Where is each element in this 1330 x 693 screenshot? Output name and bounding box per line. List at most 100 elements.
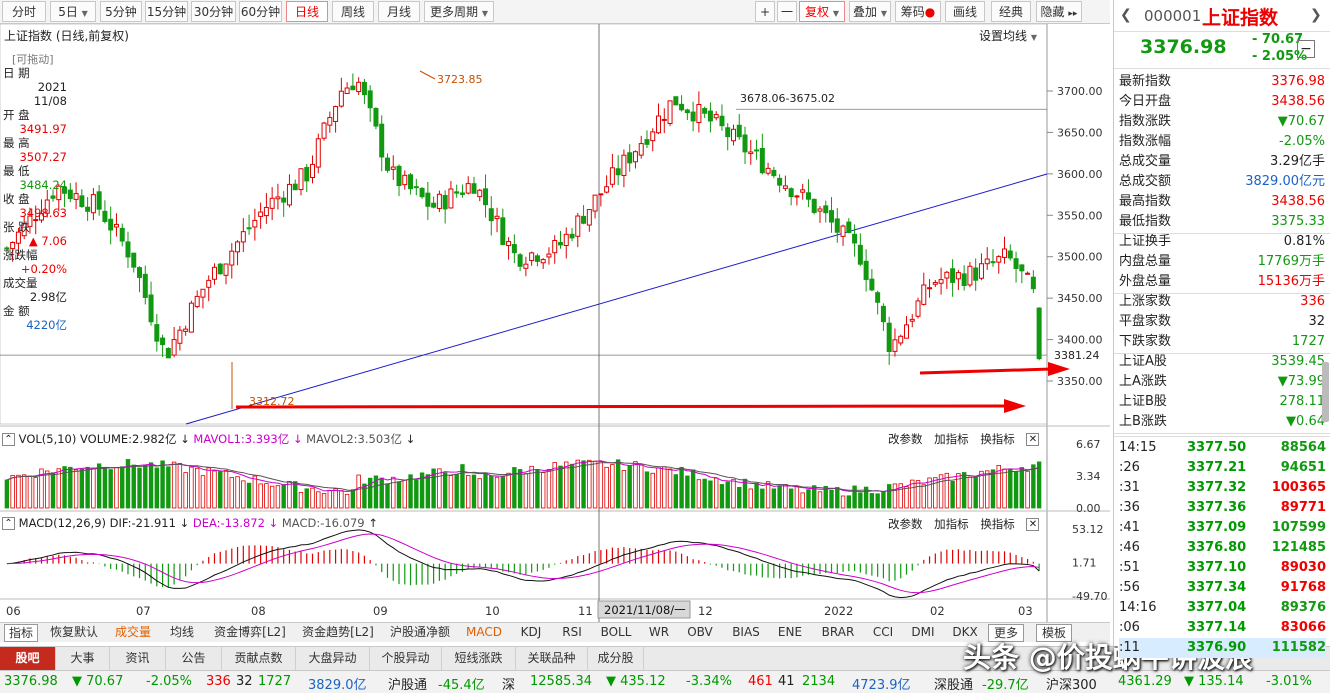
collapse-icon[interactable]: ⌃ [2,517,15,530]
tab-cci[interactable]: CCI [872,625,894,639]
tick-price: 3376.90 [1187,640,1247,655]
period-tab-more[interactable]: 更多周期 ▼ [424,1,494,22]
volume-bar [800,492,805,509]
period-tab-5min[interactable]: 5分钟 [100,1,142,22]
tick-volume: 89376 [1280,600,1326,615]
tab-fund-game[interactable]: 资金博弈[L2] [214,625,286,639]
tab-kdj[interactable]: KDJ [520,625,542,639]
adjust-rights-button[interactable]: 复权 ▼ [799,1,845,22]
tab-ma[interactable]: 均线 [169,625,194,639]
hide-button[interactable]: 隐藏 ▸▸ [1036,1,1082,22]
sh-index[interactable]: 3376.98 [4,674,58,689]
macd-axis-label: -49.70 [1072,590,1107,603]
classic-button[interactable]: 经典 [991,1,1031,22]
tab-obv[interactable]: OBV [687,625,713,639]
add-indicator-button[interactable]: 加指标 [934,517,969,531]
tab-brar[interactable]: BRAR [821,625,855,639]
period-tab-60min[interactable]: 60分钟 [239,1,282,22]
zoom-out-button[interactable]: 一 [777,1,797,22]
zoom-in-button[interactable]: + [755,1,775,22]
news-tab-forum[interactable]: 股吧 [0,647,56,670]
draw-line-button[interactable]: 画线 [945,1,985,22]
hs300-index[interactable]: 4361.29 [1118,674,1172,689]
sz-index[interactable]: 12585.34 [530,674,593,689]
candle-body [829,210,835,223]
minimize-icon[interactable]: − [1297,40,1315,58]
volume-bar [177,463,183,509]
drag-label[interactable]: [可拖动] [12,53,54,66]
quote-row: 总成交量 3.29亿手 [1119,152,1325,172]
news-tab-constituents[interactable]: 成分股 [588,647,644,670]
news-tab-stock-move[interactable]: 个股异动 [370,647,442,670]
tab-template[interactable]: 模板 [1036,624,1072,642]
candle-body [575,215,581,237]
period-tab-30min[interactable]: 30分钟 [191,1,236,22]
volume-bar [754,482,759,509]
tab-wr[interactable]: WR [648,625,670,639]
quote-row-label: 总成交量 [1119,154,1172,169]
chip-distribution-button[interactable]: 筹码● [895,1,941,22]
volume-bar [985,470,990,509]
dropdown-arrow-icon: ▼ [81,9,88,18]
chevron-left-icon[interactable]: ❮ [1120,7,1132,23]
news-tab-short-term[interactable]: 短线涨跌 [442,647,516,670]
chart-area[interactable]: 3700.00 3650.00 3600.00 3550.00 3500.00 3450.… [0,23,1110,626]
period-tab-intraday[interactable]: 分时 [2,1,46,22]
sz-label: 深 [502,678,516,693]
candle-body [569,233,575,239]
period-tab-5day[interactable]: 5日 ▼ [50,1,96,22]
news-tab-info[interactable]: 资讯 [110,647,166,670]
tab-fund-trend[interactable]: 资金趋势[L2] [302,625,374,639]
period-tab-15min[interactable]: 15分钟 [145,1,188,22]
tab-volume[interactable]: 成交量 [114,625,151,639]
tab-boll[interactable]: BOLL [600,625,632,639]
volume-bar [333,488,338,509]
volume-bar [16,474,21,509]
add-indicator-button[interactable]: 加指标 [934,432,969,446]
quote-change: - 70.67 [1252,32,1304,47]
tab-dmi[interactable]: DMI [911,625,935,639]
tab-hgt-net[interactable]: 沪股通净额 [389,625,450,639]
news-tab-announce[interactable]: 公告 [166,647,222,670]
period-tab-weekly[interactable]: 周线 [332,1,374,22]
period-tab-daily[interactable]: 日线 [286,1,328,22]
news-tab-market-move[interactable]: 大盘异动 [296,647,370,670]
tab-bias[interactable]: BIAS [732,625,760,639]
tab-restore-default[interactable]: 恢复默认 [49,625,98,639]
candle-body [546,253,552,258]
sh-down-count: 1727 [258,674,292,689]
collapse-icon[interactable]: ⌃ [2,433,15,446]
candle-body [511,244,517,254]
tab-macd[interactable]: MACD [466,625,502,639]
tab-rsi[interactable]: RSI [562,625,582,639]
quote-row-value: ▼73.99 [1277,374,1325,389]
news-tab-related[interactable]: 关联品种 [516,647,588,670]
news-tab-contribution[interactable]: 贡献点数 [222,647,296,670]
scrollbar[interactable] [1322,362,1329,422]
edit-params-button[interactable]: 改参数 [888,432,923,446]
dropdown-arrow-icon: ▼ [481,9,488,18]
tab-ene[interactable]: ENE [777,625,803,639]
candle-body [650,131,656,142]
tab-indicator[interactable]: 指标 [4,624,38,642]
volume-bar [327,489,333,509]
news-tab-events[interactable]: 大事 [56,647,110,670]
overlay-button[interactable]: 叠加 ▼ [849,1,891,22]
switch-indicator-button[interactable]: 换指标 [980,517,1015,531]
period-tab-monthly[interactable]: 月线 [378,1,420,22]
tick-time: :46 [1119,540,1140,555]
close-icon[interactable]: ✕ [1026,433,1040,446]
tick-price: 3377.34 [1187,580,1247,595]
tab-dkx[interactable]: DKX [952,625,978,639]
tab-more[interactable]: 更多 [988,624,1024,642]
ma-settings-button[interactable]: 设置均线 ▼ [979,29,1037,43]
amount-label: 金 额 [3,304,30,318]
volume-bar [229,477,234,509]
candle-body [15,231,21,244]
chevron-right-icon[interactable]: ❯ [1310,7,1322,23]
close-icon[interactable]: ✕ [1026,518,1040,531]
volume-bar [137,467,142,509]
chart-canvas[interactable]: 3700.00 3650.00 3600.00 3550.00 3500.00 3450.… [0,23,1110,626]
edit-params-button[interactable]: 改参数 [888,517,923,531]
switch-indicator-button[interactable]: 换指标 [980,432,1015,446]
